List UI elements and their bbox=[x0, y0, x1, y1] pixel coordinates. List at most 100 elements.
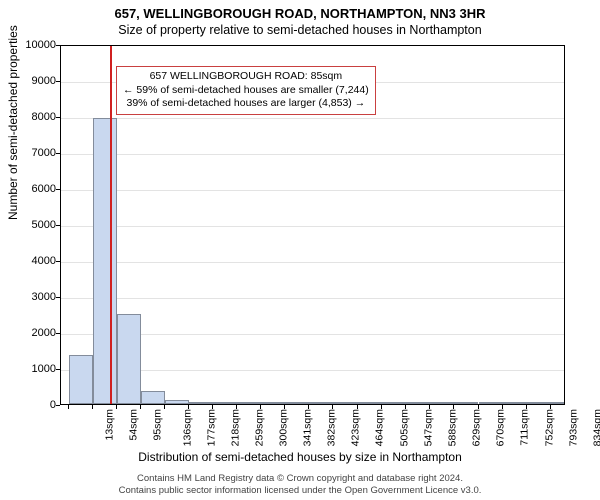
y-tick-mark bbox=[56, 117, 60, 118]
x-tick-mark bbox=[188, 405, 189, 409]
histogram-bar bbox=[189, 402, 213, 404]
x-tick-label: 95sqm bbox=[151, 409, 163, 441]
y-tick-mark bbox=[56, 405, 60, 406]
x-tick-label: 588sqm bbox=[447, 409, 459, 446]
histogram-bar bbox=[430, 402, 454, 404]
histogram-bar bbox=[93, 118, 117, 404]
gridline bbox=[61, 262, 564, 263]
histogram-bar bbox=[165, 400, 189, 404]
x-tick-label: 136sqm bbox=[181, 409, 193, 446]
x-tick-label: 629sqm bbox=[471, 409, 483, 446]
y-tick-label: 1000 bbox=[16, 363, 60, 375]
histogram-bar bbox=[333, 402, 357, 404]
annotation-box: 657 WELLINGBOROUGH ROAD: 85sqm← 59% of s… bbox=[116, 66, 376, 115]
histogram-bar bbox=[454, 402, 478, 404]
x-tick-label: 300sqm bbox=[278, 409, 290, 446]
histogram-bar bbox=[382, 402, 406, 404]
y-tick-label: 4000 bbox=[16, 255, 60, 267]
histogram-bar bbox=[479, 402, 503, 404]
x-tick-mark bbox=[381, 405, 382, 409]
histogram-bar bbox=[309, 402, 333, 404]
x-tick-label: 670sqm bbox=[495, 409, 507, 446]
y-tick-mark bbox=[56, 225, 60, 226]
histogram-bar bbox=[527, 402, 551, 404]
x-tick-mark bbox=[260, 405, 261, 409]
y-tick-label: 10000 bbox=[16, 39, 60, 51]
x-tick-mark bbox=[92, 405, 93, 409]
histogram-bar bbox=[141, 391, 165, 404]
x-axis-caption: Distribution of semi-detached houses by … bbox=[0, 450, 600, 464]
histogram-bar bbox=[406, 402, 430, 404]
x-tick-label: 711sqm bbox=[518, 409, 530, 446]
y-tick-mark bbox=[56, 189, 60, 190]
x-tick-mark bbox=[478, 405, 479, 409]
x-tick-label: 464sqm bbox=[374, 409, 386, 446]
gridline bbox=[61, 298, 564, 299]
gridline bbox=[61, 226, 564, 227]
x-tick-label: 834sqm bbox=[591, 409, 600, 446]
y-tick-mark bbox=[56, 45, 60, 46]
x-tick-label: 13sqm bbox=[103, 409, 115, 441]
y-tick-mark bbox=[56, 81, 60, 82]
x-tick-mark bbox=[212, 405, 213, 409]
x-tick-mark bbox=[526, 405, 527, 409]
x-tick-mark bbox=[284, 405, 285, 409]
histogram-bar bbox=[69, 355, 93, 404]
x-tick-label: 423sqm bbox=[350, 409, 362, 446]
annotation-line: 39% of semi-detached houses are larger (… bbox=[123, 97, 369, 111]
footer-attribution: Contains HM Land Registry data © Crown c… bbox=[0, 473, 600, 496]
x-tick-mark bbox=[236, 405, 237, 409]
y-tick-label: 9000 bbox=[16, 75, 60, 87]
x-tick-mark bbox=[308, 405, 309, 409]
y-tick-label: 8000 bbox=[16, 111, 60, 123]
gridline bbox=[61, 118, 564, 119]
y-tick-label: 7000 bbox=[16, 147, 60, 159]
x-tick-mark bbox=[332, 405, 333, 409]
property-marker-line bbox=[110, 46, 112, 404]
gridline bbox=[61, 190, 564, 191]
y-tick-mark bbox=[56, 297, 60, 298]
x-tick-mark bbox=[550, 405, 551, 409]
histogram-bar bbox=[117, 314, 141, 404]
annotation-line: ← 59% of semi-detached houses are smalle… bbox=[123, 84, 369, 98]
x-tick-label: 793sqm bbox=[567, 409, 579, 446]
y-tick-label: 6000 bbox=[16, 183, 60, 195]
subtitle: Size of property relative to semi-detach… bbox=[0, 21, 600, 37]
histogram-bar bbox=[358, 402, 382, 404]
y-tick-mark bbox=[56, 369, 60, 370]
y-tick-label: 0 bbox=[16, 399, 60, 411]
x-tick-mark bbox=[164, 405, 165, 409]
y-tick-label: 3000 bbox=[16, 291, 60, 303]
plot-border: 657 WELLINGBOROUGH ROAD: 85sqm← 59% of s… bbox=[60, 45, 565, 405]
histogram-bar bbox=[237, 402, 261, 404]
x-tick-label: 177sqm bbox=[205, 409, 217, 446]
x-tick-label: 547sqm bbox=[423, 409, 435, 446]
histogram-bar bbox=[213, 402, 237, 404]
x-tick-mark bbox=[453, 405, 454, 409]
x-tick-mark bbox=[140, 405, 141, 409]
histogram-bar bbox=[503, 402, 527, 404]
x-tick-label: 752sqm bbox=[543, 409, 555, 446]
x-tick-mark bbox=[405, 405, 406, 409]
chart-plot-area: 657 WELLINGBOROUGH ROAD: 85sqm← 59% of s… bbox=[60, 45, 565, 405]
y-tick-mark bbox=[56, 261, 60, 262]
y-tick-mark bbox=[56, 333, 60, 334]
x-tick-label: 341sqm bbox=[302, 409, 314, 446]
annotation-line: 657 WELLINGBOROUGH ROAD: 85sqm bbox=[123, 70, 369, 84]
title-address: 657, WELLINGBOROUGH ROAD, NORTHAMPTON, N… bbox=[0, 0, 600, 21]
footer-line-2: Contains public sector information licen… bbox=[119, 485, 482, 496]
x-tick-mark bbox=[502, 405, 503, 409]
x-tick-label: 54sqm bbox=[127, 409, 139, 441]
x-tick-label: 218sqm bbox=[229, 409, 241, 446]
x-tick-mark bbox=[357, 405, 358, 409]
x-tick-label: 382sqm bbox=[326, 409, 338, 446]
y-tick-mark bbox=[56, 153, 60, 154]
x-tick-label: 505sqm bbox=[398, 409, 410, 446]
x-tick-mark bbox=[429, 405, 430, 409]
y-tick-label: 2000 bbox=[16, 327, 60, 339]
x-tick-label: 259sqm bbox=[253, 409, 265, 446]
histogram-bar bbox=[261, 402, 285, 404]
histogram-bar bbox=[285, 402, 309, 404]
x-tick-mark bbox=[116, 405, 117, 409]
gridline bbox=[61, 154, 564, 155]
